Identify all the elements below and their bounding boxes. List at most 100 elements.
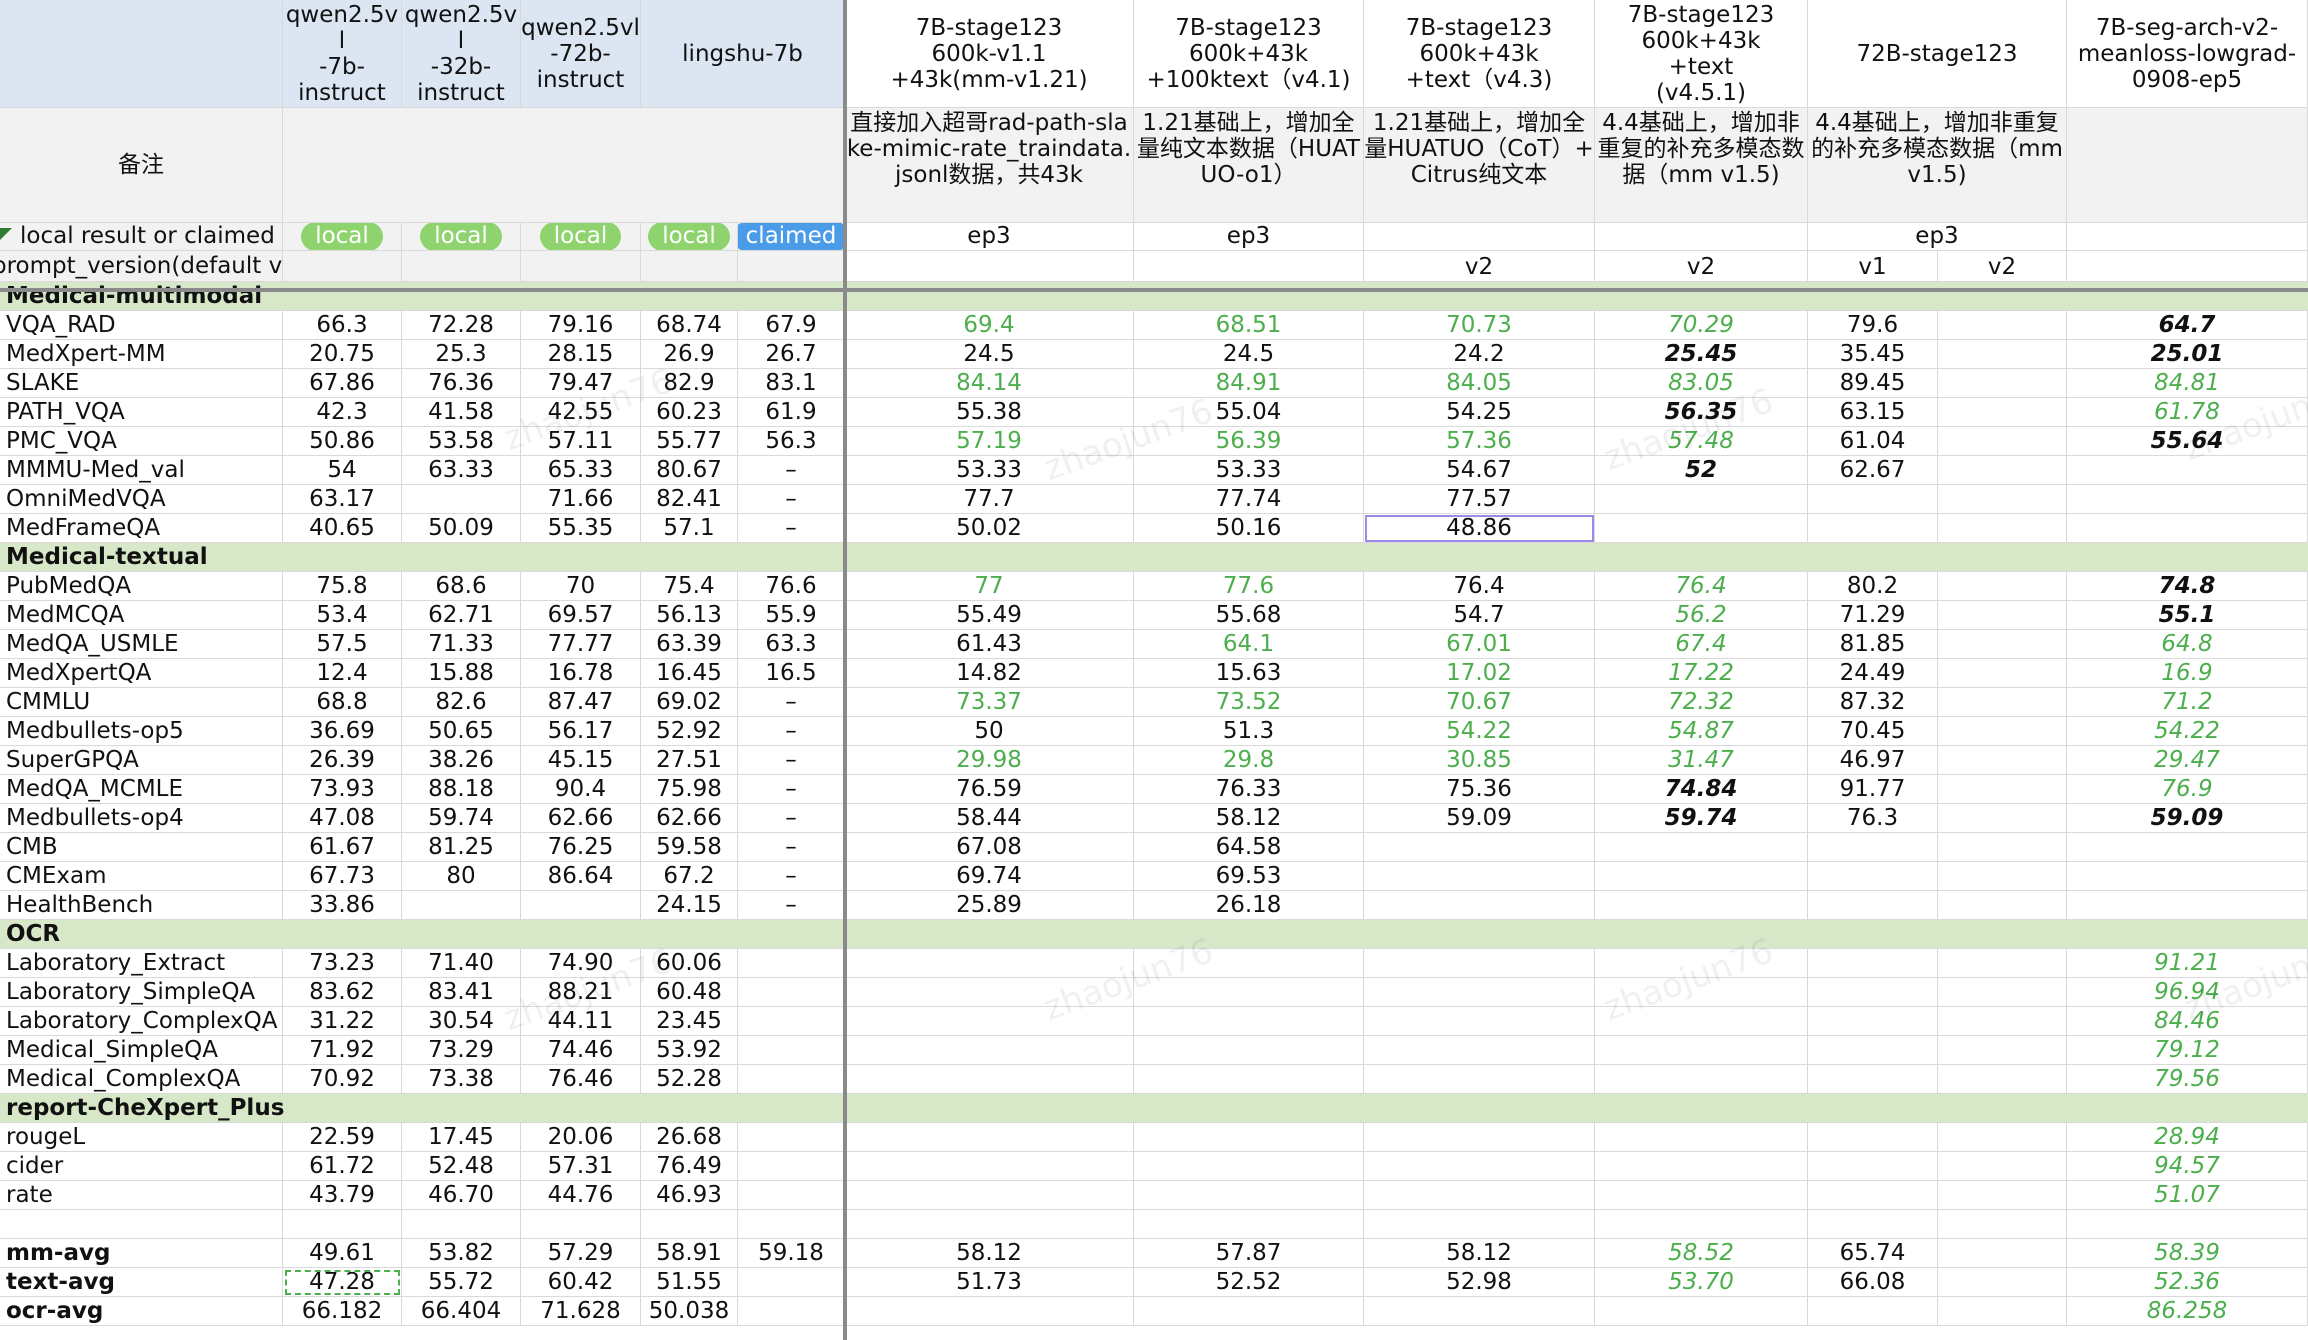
value-cell[interactable]: 69.02 xyxy=(641,688,738,717)
note-cell[interactable]: 1.21基础上，增加全量纯文本数据（HUATUO-o1） xyxy=(1134,108,1364,223)
value-cell[interactable]: 69.4 xyxy=(845,311,1134,340)
value-cell[interactable]: 68.8 xyxy=(283,688,402,717)
value-cell[interactable]: 62.67 xyxy=(1808,456,1938,485)
column-header[interactable]: qwen2.5vl -32b- instruct xyxy=(402,0,521,108)
table-row-label[interactable]: MedQA_USMLE xyxy=(0,630,283,659)
value-cell[interactable] xyxy=(1134,978,1364,1007)
value-cell[interactable] xyxy=(1938,978,2067,1007)
value-cell[interactable] xyxy=(1808,1007,1938,1036)
value-cell[interactable] xyxy=(738,1152,845,1181)
value-cell[interactable]: 17.45 xyxy=(402,1123,521,1152)
value-cell[interactable] xyxy=(1595,1065,1808,1094)
value-cell[interactable]: 83.41 xyxy=(402,978,521,1007)
table-row-label[interactable]: OmniMedVQA xyxy=(0,485,283,514)
table-row-label[interactable]: SLAKE xyxy=(0,369,283,398)
value-cell[interactable]: 73.29 xyxy=(402,1036,521,1065)
value-cell[interactable]: 76.9 xyxy=(2067,775,2308,804)
value-cell[interactable]: 84.91 xyxy=(1134,369,1364,398)
value-cell[interactable]: 71.33 xyxy=(402,630,521,659)
value-cell[interactable]: 63.17 xyxy=(283,485,402,514)
value-cell[interactable]: 22.59 xyxy=(283,1123,402,1152)
value-cell[interactable] xyxy=(1364,1152,1595,1181)
value-cell[interactable] xyxy=(738,1007,845,1036)
value-cell[interactable] xyxy=(1938,369,2067,398)
value-cell[interactable]: 96.94 xyxy=(2067,978,2308,1007)
value-cell[interactable]: 77 xyxy=(845,572,1134,601)
value-cell[interactable]: 91.77 xyxy=(1808,775,1938,804)
value-cell[interactable]: – xyxy=(738,833,845,862)
value-cell[interactable]: 72.32 xyxy=(1595,688,1808,717)
value-cell[interactable]: 50.16 xyxy=(1134,514,1364,543)
value-cell[interactable] xyxy=(1808,833,1938,862)
value-cell[interactable] xyxy=(845,1152,1134,1181)
value-cell[interactable]: 87.32 xyxy=(1808,688,1938,717)
value-cell[interactable]: 67.08 xyxy=(845,833,1134,862)
average-row-label[interactable]: mm-avg xyxy=(0,1239,283,1268)
value-cell[interactable]: 24.49 xyxy=(1808,659,1938,688)
empty-cell[interactable] xyxy=(1595,1210,1808,1239)
value-cell[interactable]: 26.68 xyxy=(641,1123,738,1152)
local-badge[interactable]: local xyxy=(539,223,622,250)
prompt-version-cell[interactable] xyxy=(283,251,402,282)
value-cell[interactable]: 25.3 xyxy=(402,340,521,369)
value-cell[interactable] xyxy=(1808,1036,1938,1065)
value-cell[interactable]: 16.78 xyxy=(521,659,641,688)
value-cell[interactable] xyxy=(738,1036,845,1065)
note-cell[interactable] xyxy=(283,108,845,223)
value-cell[interactable] xyxy=(1808,1152,1938,1181)
value-cell[interactable]: 55.77 xyxy=(641,427,738,456)
value-cell[interactable] xyxy=(738,1297,845,1326)
value-cell[interactable]: 67.86 xyxy=(283,369,402,398)
value-cell[interactable]: 67.73 xyxy=(283,862,402,891)
value-cell[interactable]: 82.6 xyxy=(402,688,521,717)
value-cell[interactable]: 55.64 xyxy=(2067,427,2308,456)
value-cell[interactable]: 16.5 xyxy=(738,659,845,688)
epoch-cell[interactable]: ep3 xyxy=(1134,223,1364,251)
value-cell[interactable]: 52.48 xyxy=(402,1152,521,1181)
value-cell[interactable]: 15.88 xyxy=(402,659,521,688)
value-cell[interactable]: 88.18 xyxy=(402,775,521,804)
value-cell[interactable]: 28.15 xyxy=(521,340,641,369)
value-cell[interactable] xyxy=(521,891,641,920)
value-cell[interactable] xyxy=(1364,891,1595,920)
value-cell[interactable] xyxy=(1364,1007,1595,1036)
note-cell[interactable] xyxy=(2067,108,2308,223)
value-cell[interactable]: 26.18 xyxy=(1134,891,1364,920)
value-cell[interactable]: 17.02 xyxy=(1364,659,1595,688)
value-cell[interactable]: 73.38 xyxy=(402,1065,521,1094)
table-row-label[interactable]: SuperGPQA xyxy=(0,746,283,775)
value-cell[interactable]: 79.56 xyxy=(2067,1065,2308,1094)
empty-cell[interactable] xyxy=(641,1210,738,1239)
column-header[interactable]: 7B-seg-arch-v2- meanloss-lowgrad- 0908-e… xyxy=(2067,0,2308,108)
value-cell[interactable]: 77.57 xyxy=(1364,485,1595,514)
source-cell[interactable]: local xyxy=(283,223,402,251)
source-cell[interactable]: claimed xyxy=(738,223,845,251)
value-cell[interactable]: 76.25 xyxy=(521,833,641,862)
value-cell[interactable]: 84.05 xyxy=(1364,369,1595,398)
value-cell[interactable] xyxy=(1938,804,2067,833)
empty-cell[interactable] xyxy=(2067,1210,2308,1239)
value-cell[interactable]: 57.5 xyxy=(283,630,402,659)
value-cell[interactable]: 87.47 xyxy=(521,688,641,717)
value-cell[interactable]: 74.90 xyxy=(521,949,641,978)
value-cell[interactable]: 89.45 xyxy=(1808,369,1938,398)
value-cell[interactable] xyxy=(1938,688,2067,717)
value-cell[interactable] xyxy=(2067,514,2308,543)
value-cell[interactable]: 68.6 xyxy=(402,572,521,601)
column-header[interactable]: qwen2.5vl -72b- instruct xyxy=(521,0,641,108)
value-cell[interactable] xyxy=(1364,978,1595,1007)
value-cell[interactable]: 45.15 xyxy=(521,746,641,775)
table-row-label[interactable]: CMMLU xyxy=(0,688,283,717)
value-cell[interactable]: 94.57 xyxy=(2067,1152,2308,1181)
value-cell[interactable]: 64.8 xyxy=(2067,630,2308,659)
value-cell[interactable] xyxy=(1364,1123,1595,1152)
value-cell[interactable]: 57.87 xyxy=(1134,1239,1364,1268)
value-cell[interactable]: 55.72 xyxy=(402,1268,521,1297)
value-cell[interactable]: 71.2 xyxy=(2067,688,2308,717)
value-cell[interactable]: 76.33 xyxy=(1134,775,1364,804)
source-cell[interactable]: local xyxy=(402,223,521,251)
value-cell[interactable] xyxy=(1595,1123,1808,1152)
value-cell[interactable] xyxy=(2067,485,2308,514)
value-cell[interactable] xyxy=(1808,1181,1938,1210)
value-cell[interactable] xyxy=(1595,1036,1808,1065)
